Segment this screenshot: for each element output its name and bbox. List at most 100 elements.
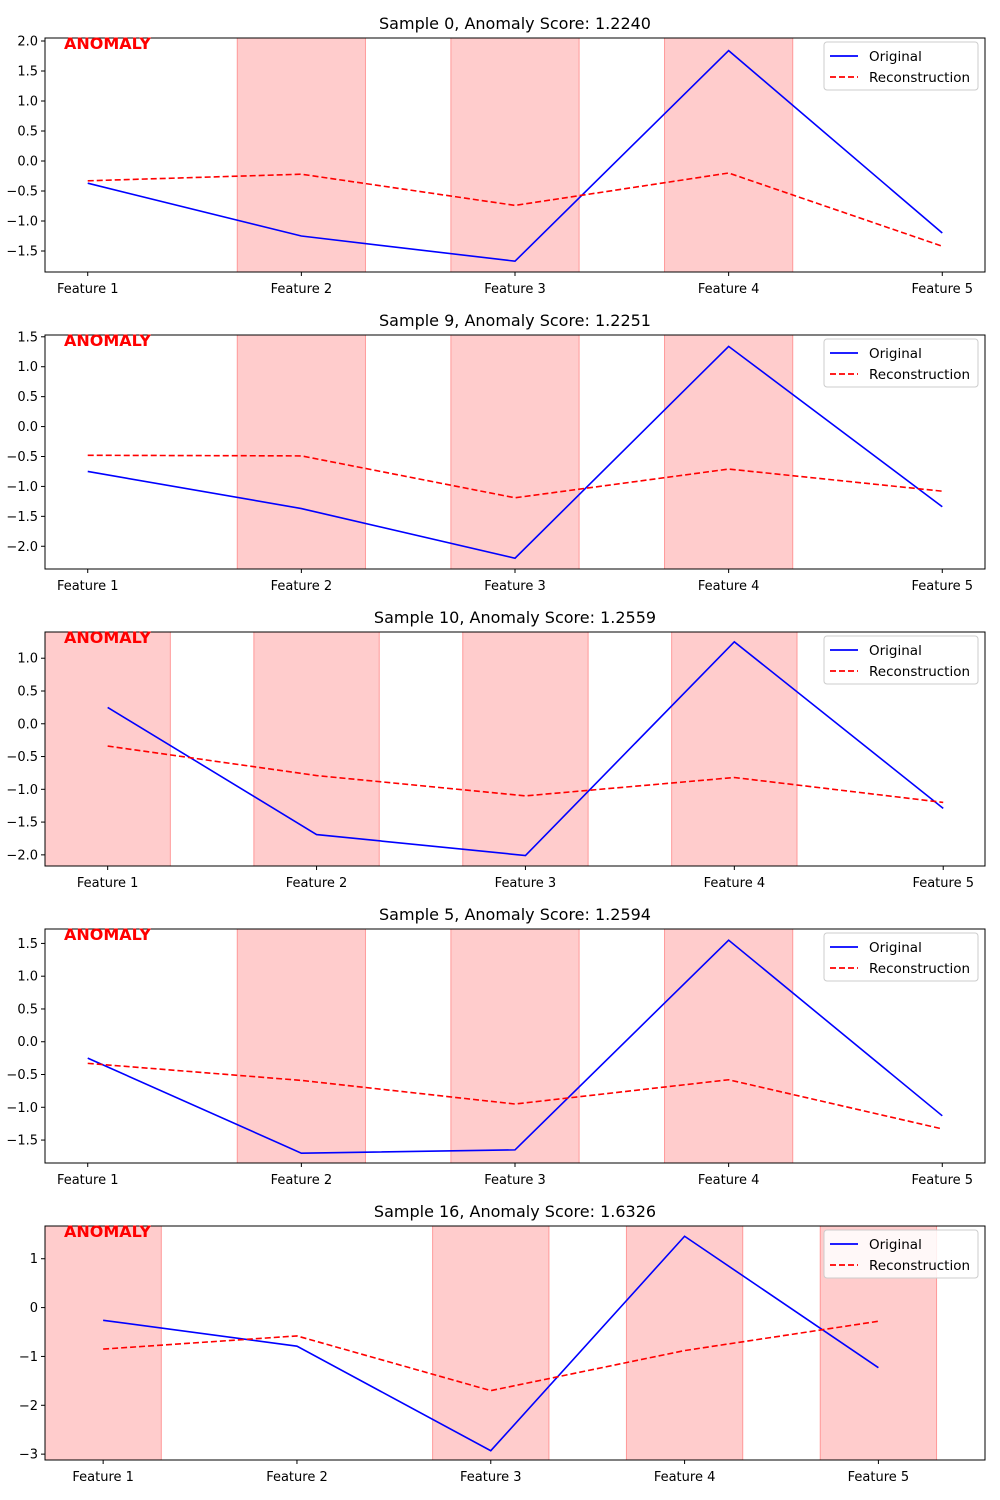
highlight-span [664,38,794,272]
chart-panel-2: Sample 10, Anomaly Score: 1.2559 Feature … [6,608,986,891]
highlight-span [45,632,171,866]
chart-title: Sample 5, Anomaly Score: 1.2594 [379,905,651,924]
highlight-span [664,335,794,569]
legend-reconstruction-label: Reconstruction [869,70,970,86]
x-tick-label: Feature 1 [57,282,119,297]
y-tick-label: 0.0 [17,155,38,170]
chart-title: Sample 16, Anomaly Score: 1.6326 [374,1202,656,1221]
y-tick-label: −1.5 [6,245,38,260]
highlight-spans [236,929,794,1163]
y-tick-label: −2 [19,1399,38,1414]
y-tick-label: 1.0 [17,652,38,667]
y-tick-label: 0.5 [17,684,38,699]
chart-title: Sample 0, Anomaly Score: 1.2240 [379,14,651,33]
reconstruction-line [87,172,943,247]
anomaly-label: ANOMALY [64,331,151,350]
chart-title: Sample 9, Anomaly Score: 1.2251 [379,311,651,330]
reconstruction-line [103,1320,879,1392]
x-tick-label: Feature 1 [72,1470,134,1485]
y-tick-label: 1.0 [17,95,38,110]
x-tick-label: Feature 5 [912,1173,974,1188]
anomaly-label: ANOMALY [64,34,151,53]
y-tick-label: −1.0 [6,480,38,495]
x-tick-label: Feature 5 [912,876,974,891]
x-tick-label: Feature 2 [286,876,348,891]
highlight-span [253,632,380,866]
y-tick-label: 0.0 [17,1035,38,1050]
legend-reconstruction-label: Reconstruction [869,367,970,383]
highlight-span [625,1226,744,1460]
x-tick-label: Feature 3 [460,1470,522,1485]
series-lines [87,345,943,560]
y-tick-label: −0.5 [6,185,38,200]
legend-box [823,635,979,685]
y-tick-label: −2.0 [6,540,38,555]
axes-frame [44,631,986,867]
highlight-span [664,929,794,1163]
series-lines [107,640,944,857]
x-tick-label: Feature 2 [271,579,333,594]
original-line [103,1235,879,1452]
x-tick-label: Feature 5 [848,1470,910,1485]
x-tick-label: Feature 5 [912,282,974,297]
x-tick-label: Feature 4 [698,1173,760,1188]
reconstruction-line [107,745,944,804]
legend-original-label: Original [869,643,922,659]
y-tick-label: 1.5 [17,937,38,952]
y-tick-label: −0.5 [6,1068,38,1083]
original-line [87,939,943,1154]
chart-panel-0: Sample 0, Anomaly Score: 1.2240 Feature 1… [6,14,986,297]
y-tick-label: 1.5 [17,65,38,80]
chart-panel-4: Sample 16, Anomaly Score: 1.6326 Feature … [19,1202,986,1485]
y-tick-label: 1.0 [17,970,38,985]
highlight-spans [45,1226,938,1460]
highlight-span [450,38,580,272]
x-tick-label: Feature 3 [484,282,546,297]
highlight-span [432,1226,550,1460]
highlight-spans [45,632,798,866]
x-tick-label: Feature 4 [654,1470,716,1485]
y-tick-label: −0.5 [6,450,38,465]
series-lines [87,49,943,263]
legend-box [823,1229,979,1279]
chart-panel-1: Sample 9, Anomaly Score: 1.2251 Feature 1… [6,311,986,594]
x-tick-label: Feature 4 [698,579,760,594]
anomaly-label: ANOMALY [64,925,151,944]
y-tick-label: 0.5 [17,1002,38,1017]
legend: Original Reconstruction [823,635,979,685]
series-lines [103,1235,879,1452]
x-tick-label: Feature 4 [704,876,766,891]
x-tick-label: Feature 3 [484,1173,546,1188]
x-tick-label: Feature 3 [495,876,557,891]
legend-box [823,932,979,982]
y-tick-label: −2.0 [6,848,38,863]
x-tick-label: Feature 5 [912,579,974,594]
highlight-spans [236,38,794,272]
highlight-span [236,38,366,272]
y-tick-label: −1.0 [6,1101,38,1116]
y-tick-label: 1.5 [17,330,38,345]
legend-original-label: Original [869,940,922,956]
y-tick-label: 0.0 [17,717,38,732]
chart-title: Sample 10, Anomaly Score: 1.2559 [374,608,656,627]
chart-panel-3: Sample 5, Anomaly Score: 1.2594 Feature 1… [6,905,986,1188]
x-tick-label: Feature 4 [698,282,760,297]
highlight-span [236,335,366,569]
y-tick-label: 0.5 [17,125,38,140]
legend: Original Reconstruction [823,41,979,91]
y-tick-label: −3 [19,1448,38,1463]
anomaly-label: ANOMALY [64,1222,151,1241]
x-tick-label: Feature 2 [266,1470,328,1485]
y-tick-label: −1.5 [6,1134,38,1149]
anomaly-label: ANOMALY [64,628,151,647]
original-line [87,49,943,263]
highlight-spans [236,335,794,569]
y-tick-label: −0.5 [6,750,38,765]
series-lines [87,939,943,1154]
x-tick-label: Feature 2 [271,282,333,297]
y-tick-label: 1 [30,1252,38,1267]
y-tick-label: −1.5 [6,816,38,831]
legend-original-label: Original [869,346,922,362]
highlight-span [462,632,589,866]
